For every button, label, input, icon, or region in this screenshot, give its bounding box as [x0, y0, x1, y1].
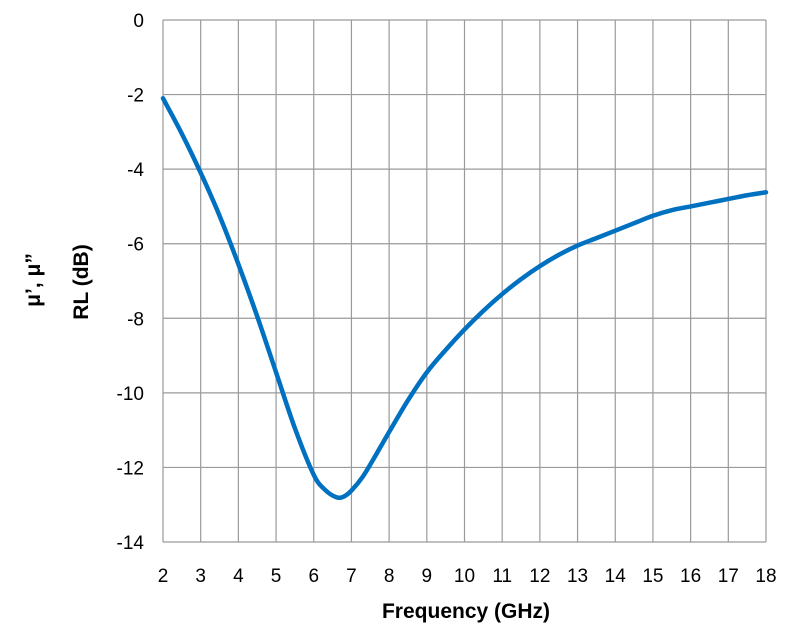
x-tick-label: 15: [642, 566, 663, 587]
x-tick-label: 11: [492, 566, 512, 587]
y-tick-label: -6: [127, 235, 144, 256]
x-tick-label: 14: [605, 566, 627, 587]
series-line-0: [160, 96, 769, 501]
x-tick-label: 13: [567, 566, 588, 587]
x-tick-label: 16: [680, 566, 701, 587]
grid: [162, 19, 767, 543]
x-tick-label: 9: [422, 566, 433, 587]
y-tick-labels: 0 -2 -4 -6 -8 -10 -12 -14: [117, 11, 145, 554]
x-tick-label: 18: [755, 566, 776, 587]
x-tick-label: 12: [529, 566, 550, 587]
y-tick-label: -2: [127, 86, 144, 107]
y-tick-label: -4: [127, 160, 144, 181]
x-tick-label: 3: [195, 566, 206, 587]
x-tick-label: 2: [158, 566, 169, 587]
y-tick-label: 0: [133, 11, 144, 32]
x-tick-label: 17: [718, 566, 739, 587]
x-tick-label: 10: [454, 566, 475, 587]
y-axis-title-secondary: RL (dB): [70, 244, 93, 319]
y-tick-label: -14: [117, 533, 145, 554]
x-tick-label: 4: [233, 566, 244, 587]
series-layer: [160, 96, 769, 501]
x-tick-label: 6: [308, 566, 319, 587]
y-tick-label: -12: [117, 458, 144, 479]
x-axis-title: Frequency (GHz): [382, 600, 550, 623]
x-tick-labels: 2 3 4 5 6 7 8 9 10 11 12 13 14 15 16 17 18: [158, 566, 777, 587]
x-tick-label: 5: [271, 566, 282, 587]
y-tick-label: -10: [117, 384, 144, 405]
y-axis-title-primary: μ’, μ”: [22, 253, 45, 307]
y-tick-label: -8: [127, 309, 144, 330]
x-tick-label: 7: [346, 566, 357, 587]
x-tick-label: 8: [384, 566, 395, 587]
